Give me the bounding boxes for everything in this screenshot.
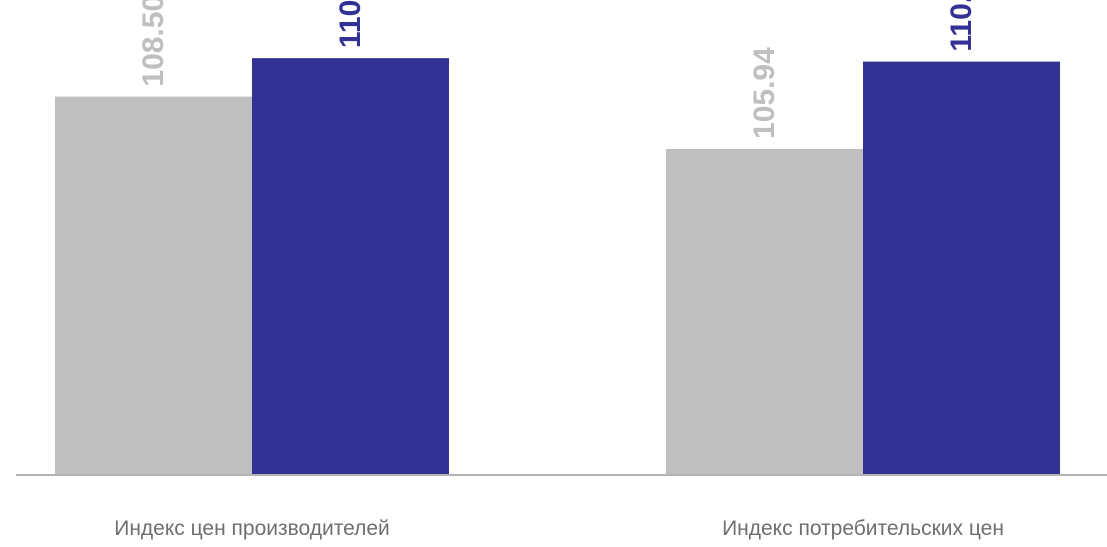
bars-layer [55,58,1060,476]
bar-2-series-2 [863,61,1060,475]
value-label-2-series-2: 110.21 [945,0,978,52]
category-labels-layer: Индекс цен производителей Индекс потребит… [114,517,1004,540]
category-label-2: Индекс потребительских цен [722,517,1004,540]
bar-2-series-1 [666,148,863,476]
bar-1-series-1 [55,96,252,475]
value-labels-layer: 108.50 110.38 105.94 110.21 [137,0,978,139]
category-label-1: Индекс цен производителей [114,517,390,540]
bar-1-series-2 [252,58,449,476]
value-label-2-series-1: 105.94 [748,47,781,139]
value-label-1-series-2: 110.38 [334,0,367,48]
value-label-1-series-1: 108.50 [137,0,170,87]
